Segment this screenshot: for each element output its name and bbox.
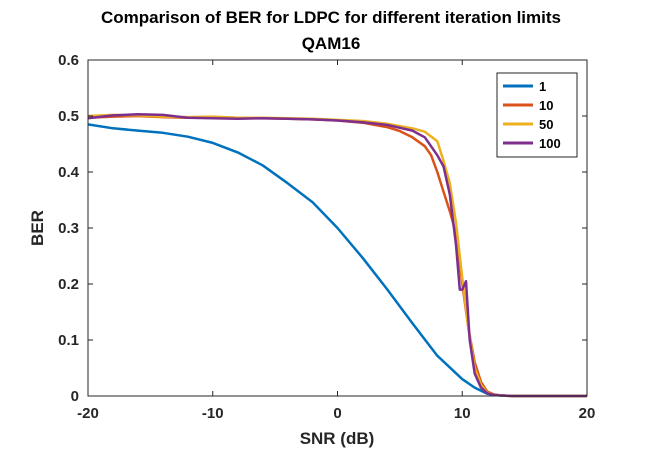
y-tick-label: 0.5 [58, 108, 79, 125]
y-tick-label: 0.3 [58, 220, 79, 237]
y-tick-label: 0.2 [58, 276, 79, 293]
legend-label-1: 1 [539, 79, 546, 94]
series-line-10 [87, 114, 587, 398]
axes: -20 -10 0 10 20 0 0.1 0.2 0.3 0.4 0.5 0.6 [58, 52, 595, 422]
chart-subtitle: QAM16 [302, 34, 361, 53]
chart-title: Comparison of BER for LDPC for different… [101, 8, 561, 27]
legend: 1 10 50 100 [496, 72, 578, 158]
x-tick-label: -20 [77, 405, 99, 422]
series-line-1 [87, 123, 587, 398]
x-tick-label: -10 [202, 405, 224, 422]
x-tick-label: 20 [579, 405, 596, 422]
legend-label-50: 50 [539, 117, 553, 132]
x-axis-label: SNR (dB) [300, 429, 375, 448]
y-tick-label: 0.4 [58, 164, 80, 181]
y-axis-label: BER [28, 210, 47, 246]
series-line-100 [87, 113, 587, 398]
y-tick-label: 0.6 [58, 52, 79, 69]
y-tick-label: 0.1 [58, 332, 79, 349]
x-tick-label: 0 [333, 405, 341, 422]
legend-label-100: 100 [539, 136, 561, 151]
x-tick-label: 10 [454, 405, 471, 422]
legend-label-10: 10 [539, 98, 553, 113]
y-tick-label: 0 [71, 388, 79, 405]
